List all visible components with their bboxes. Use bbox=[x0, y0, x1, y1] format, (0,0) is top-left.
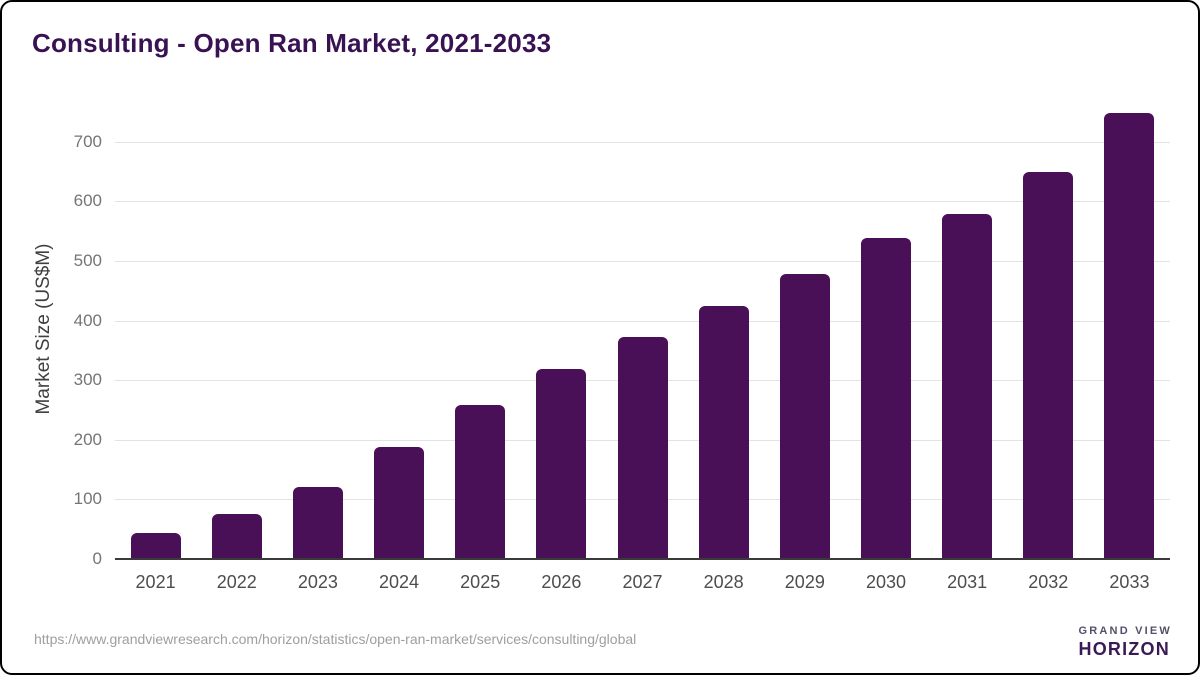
bar-2025 bbox=[455, 405, 506, 560]
gridline-500 bbox=[115, 261, 1170, 263]
chart-title: Consulting - Open Ran Market, 2021-2033 bbox=[32, 28, 552, 58]
bar-cell-2033 bbox=[1089, 97, 1170, 560]
x-tick-label-2023: 2023 bbox=[297, 572, 338, 592]
x-axis-line bbox=[115, 558, 1170, 560]
horizon-sunrise-icon bbox=[1024, 621, 1067, 664]
y-tick-label-300: 300 bbox=[73, 370, 102, 390]
bar-cell-2026 bbox=[521, 97, 602, 560]
x-tick-label-2025: 2025 bbox=[460, 572, 501, 592]
y-tick-label-100: 100 bbox=[73, 489, 102, 509]
y-tick-label-200: 200 bbox=[73, 429, 102, 449]
logo-sun-arch bbox=[1034, 631, 1056, 643]
bar-2032 bbox=[1023, 171, 1074, 560]
gridline-600 bbox=[115, 201, 1170, 203]
bar-2026 bbox=[536, 369, 587, 560]
y-tick-label-500: 500 bbox=[73, 251, 102, 271]
bar-cell-2029 bbox=[764, 97, 845, 560]
bar-2027 bbox=[617, 337, 668, 560]
bar-2033 bbox=[1104, 113, 1155, 560]
x-tick-label-2022: 2022 bbox=[216, 572, 257, 592]
bar-2028 bbox=[698, 305, 749, 560]
bar-cell-2030 bbox=[845, 97, 926, 560]
bar-2031 bbox=[942, 214, 993, 560]
y-tick-label-600: 600 bbox=[73, 191, 102, 211]
bar-2021 bbox=[130, 533, 181, 560]
y-tick-label-0: 0 bbox=[92, 549, 102, 568]
x-tick-label-2028: 2028 bbox=[703, 572, 744, 592]
x-axis-labels: 2021 2022 2023 2024 2025 2026 2027 2028 2029 2030… bbox=[115, 572, 1170, 593]
logo-sky bbox=[1024, 621, 1067, 643]
y-tick-label-400: 400 bbox=[73, 310, 102, 330]
bar-cell-2023 bbox=[277, 97, 358, 560]
grand-view-horizon-logo: GRAND VIEW HORIZON bbox=[1024, 621, 1173, 664]
bar-cell-2032 bbox=[1008, 97, 1089, 560]
source-url: https://www.grandviewresearch.com/horizo… bbox=[34, 631, 637, 647]
bar-series bbox=[115, 97, 1170, 560]
bar-cell-2024 bbox=[358, 97, 439, 560]
plot-area: 2021 2022 2023 2024 2025 2026 2027 2028 2029 2030… bbox=[74, 97, 1170, 592]
gridline-700 bbox=[115, 141, 1170, 143]
bar-2030 bbox=[860, 238, 911, 560]
gridline-400 bbox=[115, 320, 1170, 322]
bar-cell-2027 bbox=[602, 97, 683, 560]
bar-cell-2028 bbox=[683, 97, 764, 560]
x-tick-label-2027: 2027 bbox=[622, 572, 663, 592]
bar-cell-2031 bbox=[927, 97, 1008, 560]
x-tick-label-2024: 2024 bbox=[379, 572, 420, 592]
x-tick-label-2031: 2031 bbox=[947, 572, 988, 592]
x-tick-label-2032: 2032 bbox=[1028, 572, 1069, 592]
x-tick-label-2029: 2029 bbox=[784, 572, 825, 592]
logo-wave bbox=[1037, 646, 1053, 650]
x-tick-label-2021: 2021 bbox=[135, 572, 176, 592]
logo-brand-name: GRAND VIEW bbox=[1078, 625, 1172, 637]
logo-product-name: HORIZON bbox=[1078, 639, 1170, 659]
bar-cell-2022 bbox=[196, 97, 277, 560]
bar-cell-2025 bbox=[440, 97, 521, 560]
x-tick-label-2033: 2033 bbox=[1109, 572, 1150, 592]
x-tick-label-2026: 2026 bbox=[541, 572, 582, 592]
x-tick-label-2030: 2030 bbox=[865, 572, 906, 592]
y-axis-title: Market Size (US$M) bbox=[33, 243, 54, 415]
logo-wave bbox=[1041, 652, 1049, 656]
logo-sea bbox=[1024, 643, 1067, 665]
bar-2023 bbox=[292, 486, 343, 560]
bar-2024 bbox=[374, 447, 425, 560]
y-tick-label-700: 700 bbox=[73, 131, 102, 151]
logo-text: GRAND VIEW HORIZON bbox=[1079, 625, 1173, 660]
bar-2022 bbox=[211, 514, 262, 560]
bar-cell-2021 bbox=[115, 97, 196, 560]
bar-2029 bbox=[779, 273, 830, 560]
